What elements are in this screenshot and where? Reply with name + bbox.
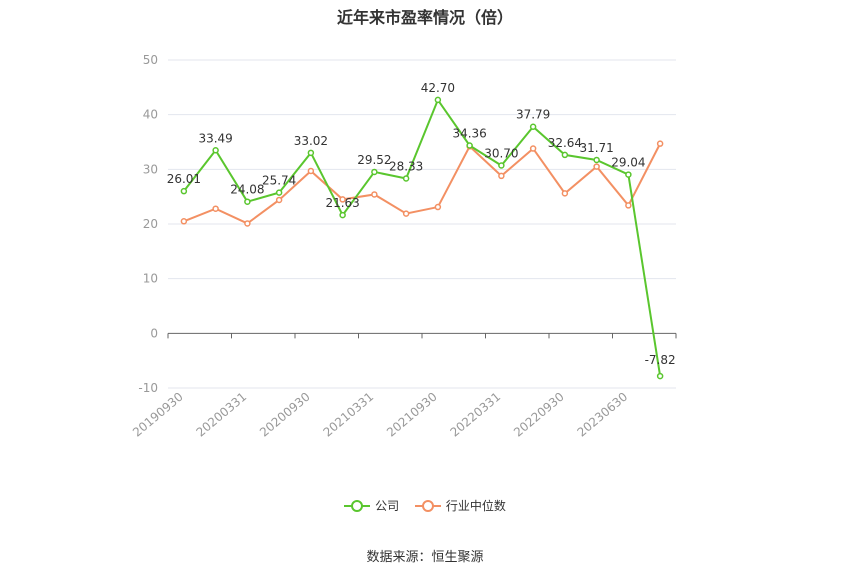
series-lines [180,96,664,380]
x-tick-label: 20230630 [575,390,631,440]
company-data-point [561,151,569,159]
x-tick-label: 20200930 [257,390,313,440]
company-data-label: 29.04 [611,156,645,170]
legend: 公司 行业中位数 [0,497,850,516]
company-data-point [434,96,442,104]
industry-median-data-point [593,163,600,170]
industry-median-data-point [402,210,410,217]
x-tick-label: 20210930 [384,390,440,440]
company-data-point [625,171,632,178]
y-tick-label: 50 [143,53,158,67]
industry-median-data-point [275,196,283,204]
x-tick-label: 20190930 [130,390,186,440]
industry-median-data-point [339,196,346,203]
chart-title: 近年来市盈率情况（倍） [336,8,513,27]
legend-industry-marker [414,499,441,513]
x-tick-label: 20210331 [321,390,377,440]
industry-median-data-point [561,190,569,197]
company-data-point [498,162,505,169]
industry-median-data-point [371,191,378,198]
company-data-label: 21.63 [325,196,359,210]
company-data-point [275,189,283,196]
company-data-label: 31.71 [579,141,613,155]
company-data-label: 29.52 [357,153,391,167]
y-tick-label: 0 [150,326,158,340]
industry-median-data-point [244,220,251,227]
company-data-label: 32.64 [548,136,582,150]
company-data-label: 37.79 [516,108,550,122]
company-data-label: 42.70 [421,81,455,95]
y-tick-label: 40 [143,108,158,122]
legend-company-marker [344,499,371,513]
company-data-label: 28.33 [389,159,423,173]
y-tick-label: 20 [143,217,158,231]
company-data-point [402,175,410,182]
company-data-label: 33.49 [198,131,232,145]
x-tick-label: 20200331 [194,390,250,440]
y-tick-label: -10 [138,381,158,395]
company-data-point [180,187,188,195]
y-tick-label: 30 [143,162,158,176]
company-data-label: -7.82 [645,353,676,367]
industry-median-data-point [434,203,442,211]
company-data-label: 24.08 [230,183,264,197]
company-data-label: 33.02 [294,134,328,148]
company-data-point [307,149,315,157]
company-series-line [183,97,662,377]
company-data-point [593,156,600,164]
company-data-label: 26.01 [167,172,201,186]
industry-median-data-point [529,145,537,152]
industry-median-data-point [498,172,505,180]
company-data-point [244,198,251,205]
industry-median-data-point [212,205,219,212]
industry-median-data-point [656,140,664,147]
legend-company-label: 公司 [375,499,400,513]
company-data-label: 34.36 [452,126,486,140]
company-data-label: 30.70 [484,147,518,161]
legend-item-industry-median[interactable]: 行业中位数 [414,497,506,514]
legend-industry-label: 行业中位数 [445,499,506,513]
x-tick-label: 20220930 [511,390,567,440]
industry-median-series-line [183,143,662,225]
y-tick-label: 10 [143,272,158,286]
company-data-point [339,211,346,219]
legend-item-company[interactable]: 公司 [344,497,399,514]
grid-lines [168,59,676,389]
company-data-point [371,168,378,176]
industry-median-data-point [625,202,632,209]
company-data-point [529,123,537,130]
data-source-note: 数据来源：恒生聚源 [366,550,484,565]
company-data-point [212,147,219,154]
company-data-point [656,372,664,380]
company-data-point [466,142,473,149]
company-data-label: 25.74 [262,174,296,188]
industry-median-data-point [180,218,188,225]
x-tick-label: 20220331 [448,390,504,440]
industry-median-data-point [307,167,315,175]
